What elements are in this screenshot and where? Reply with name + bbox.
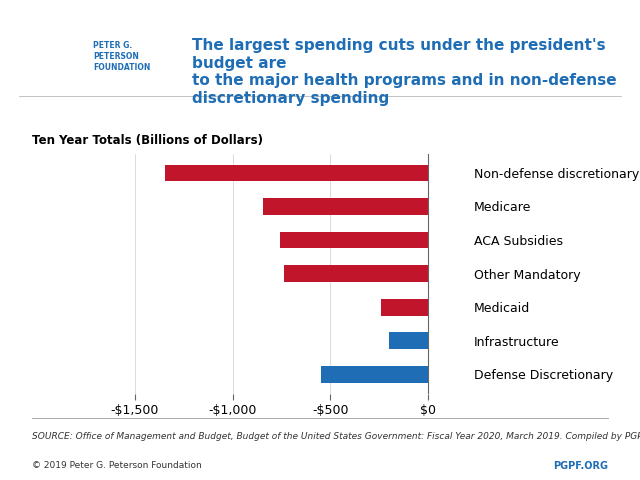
Text: The largest spending cuts under the president's budget are
to the major health p: The largest spending cuts under the pres… [192, 38, 616, 106]
Text: © 2019 Peter G. Peterson Foundation: © 2019 Peter G. Peterson Foundation [32, 461, 202, 470]
Bar [165, 165, 428, 181]
Bar [321, 366, 428, 383]
Bar [280, 232, 428, 249]
Text: Ten Year Totals (Billions of Dollars): Ten Year Totals (Billions of Dollars) [32, 134, 263, 147]
Text: SOURCE: Office of Management and Budget, Budget of the United States Government:: SOURCE: Office of Management and Budget,… [32, 432, 640, 441]
Bar [381, 299, 428, 315]
Text: PETER G.
PETERSON
FOUNDATION: PETER G. PETERSON FOUNDATION [93, 41, 150, 72]
Bar [284, 265, 428, 282]
FancyBboxPatch shape [22, 23, 51, 83]
Bar [263, 198, 428, 215]
Bar [389, 332, 428, 349]
Text: PGPF.ORG: PGPF.ORG [553, 461, 608, 471]
